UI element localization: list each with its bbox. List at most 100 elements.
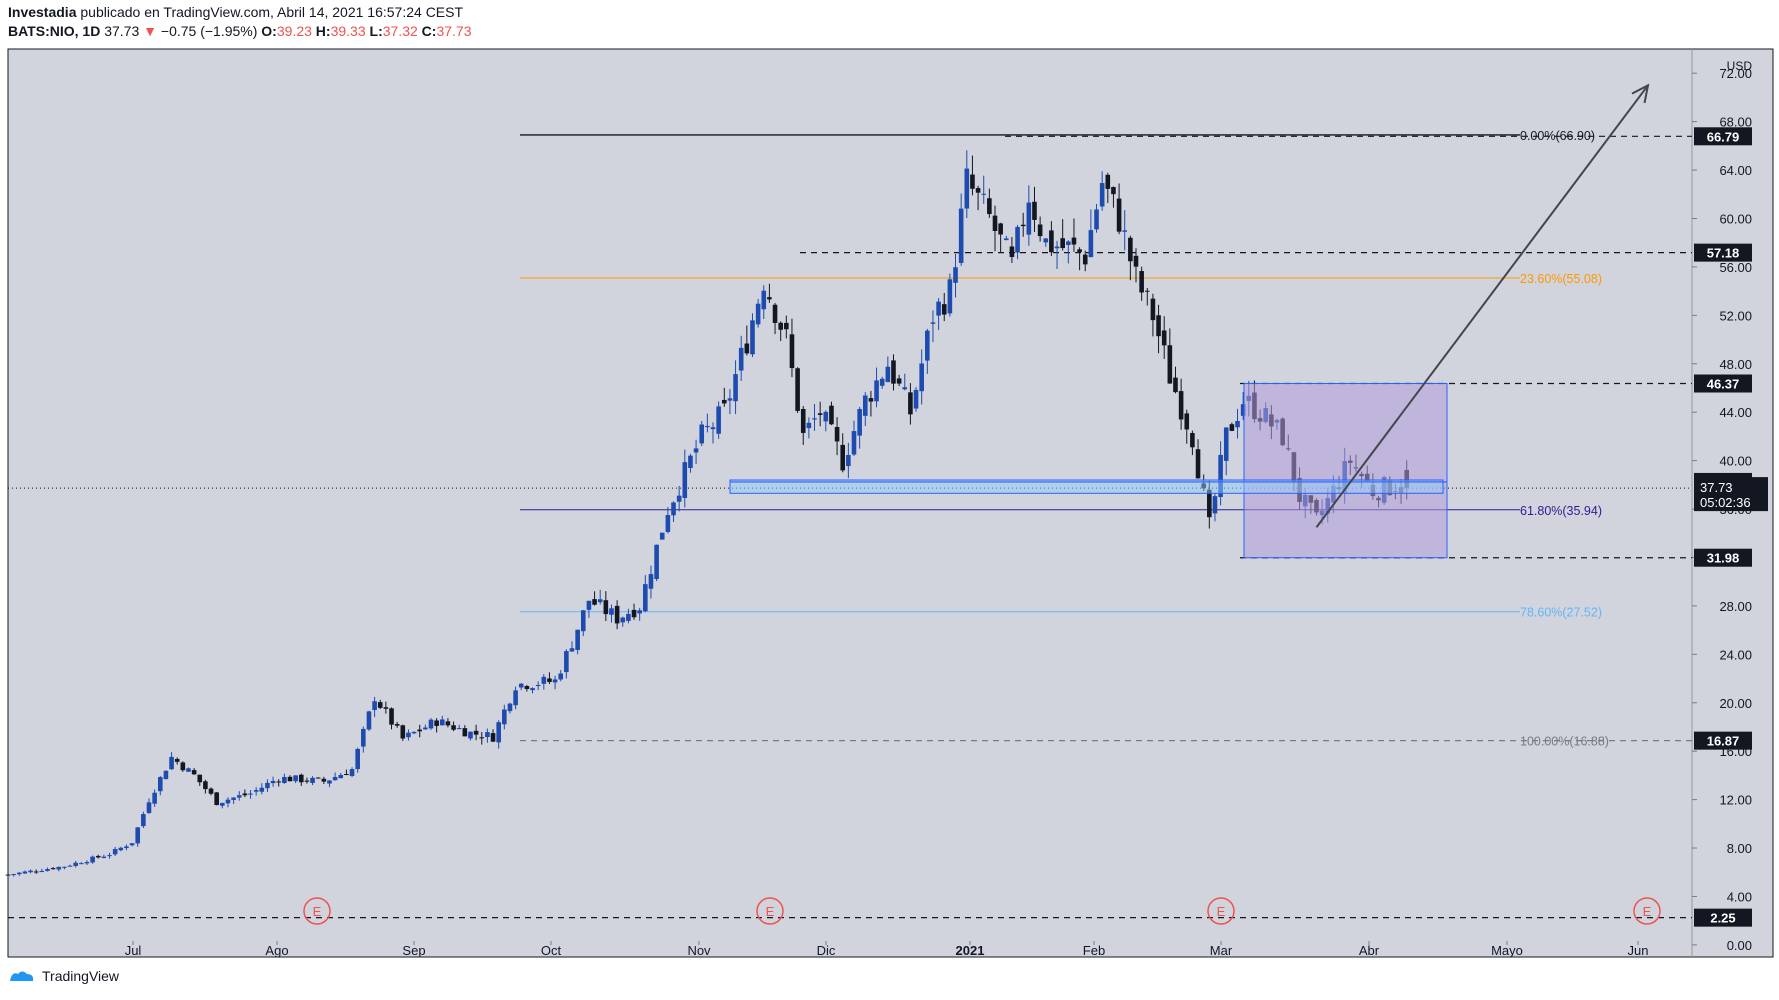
candle-body[interactable]	[428, 719, 434, 729]
candle-body[interactable]	[344, 774, 349, 776]
candle-body[interactable]	[738, 347, 744, 371]
candle-body[interactable]	[817, 413, 823, 415]
candle-body[interactable]	[141, 814, 146, 827]
candle-body[interactable]	[507, 703, 513, 712]
candle-body[interactable]	[451, 725, 456, 730]
candle-body[interactable]	[11, 874, 16, 876]
candle-body[interactable]	[411, 731, 417, 734]
candle-body[interactable]	[902, 387, 908, 390]
earnings-marker-icon[interactable]	[756, 897, 784, 925]
candle-body[interactable]	[885, 366, 891, 383]
candle-body[interactable]	[643, 584, 648, 612]
candle-body[interactable]	[778, 322, 783, 330]
candle-body[interactable]	[406, 732, 411, 738]
candle-body[interactable]	[665, 515, 671, 532]
candle-body[interactable]	[479, 737, 485, 739]
candle-body[interactable]	[953, 267, 958, 283]
candle-body[interactable]	[1077, 249, 1082, 253]
candle-body[interactable]	[857, 409, 862, 436]
candle-body[interactable]	[1088, 230, 1094, 258]
candle-body[interactable]	[767, 297, 772, 300]
candle-body[interactable]	[710, 427, 716, 430]
candle-body[interactable]	[62, 866, 67, 868]
candle-body[interactable]	[789, 334, 795, 369]
candle-body[interactable]	[355, 748, 360, 770]
earnings-marker-icon[interactable]	[1633, 897, 1661, 925]
candle-body[interactable]	[829, 405, 834, 425]
earnings-marker-icon[interactable]	[1207, 897, 1235, 925]
candle-body[interactable]	[293, 775, 298, 782]
earnings-marker-icon[interactable]	[303, 897, 331, 925]
candle-body[interactable]	[755, 303, 761, 325]
candle-body[interactable]	[1043, 238, 1049, 243]
candle-body[interactable]	[851, 431, 857, 455]
candle-body[interactable]	[304, 780, 310, 782]
candle-body[interactable]	[1049, 230, 1054, 253]
candle-body[interactable]	[580, 610, 586, 632]
candle-body[interactable]	[338, 775, 344, 779]
candle-body[interactable]	[1071, 237, 1077, 245]
candle-body[interactable]	[366, 711, 372, 730]
candle-body[interactable]	[310, 777, 315, 784]
candle-body[interactable]	[620, 617, 626, 623]
candle-body[interactable]	[874, 380, 879, 402]
consolidation-box[interactable]	[1243, 383, 1448, 559]
candle-body[interactable]	[975, 188, 981, 193]
candle-body[interactable]	[197, 774, 203, 783]
candle-body[interactable]	[73, 862, 78, 866]
candle-body[interactable]	[287, 776, 293, 782]
candle-body[interactable]	[913, 389, 919, 409]
candle-body[interactable]	[236, 795, 242, 798]
candle-body[interactable]	[1161, 330, 1167, 346]
candle-body[interactable]	[1133, 255, 1139, 267]
candle-body[interactable]	[592, 599, 597, 605]
candle-body[interactable]	[214, 792, 219, 806]
candle-body[interactable]	[530, 688, 535, 691]
candle-body[interactable]	[908, 392, 913, 415]
candle-body[interactable]	[400, 725, 406, 739]
candle-body[interactable]	[473, 730, 479, 735]
candle-body[interactable]	[614, 605, 620, 624]
candle-body[interactable]	[1054, 246, 1060, 249]
candle-body[interactable]	[806, 422, 812, 429]
candle-body[interactable]	[569, 648, 575, 652]
candle-body[interactable]	[208, 788, 214, 794]
candle-body[interactable]	[220, 802, 225, 806]
candle-body[interactable]	[101, 856, 107, 858]
support-zone-box[interactable]	[729, 479, 1444, 494]
candle-body[interactable]	[33, 871, 39, 873]
candle-body[interactable]	[1094, 209, 1099, 230]
tradingview-footer[interactable]: TradingView	[8, 968, 119, 984]
candle-body[interactable]	[152, 792, 157, 804]
candle-body[interactable]	[327, 780, 332, 784]
candle-body[interactable]	[1240, 404, 1246, 416]
candle-body[interactable]	[1218, 454, 1223, 497]
candle-body[interactable]	[1229, 424, 1235, 431]
candle-body[interactable]	[1009, 246, 1015, 258]
candle-body[interactable]	[90, 856, 95, 863]
candle-body[interactable]	[699, 424, 705, 444]
candle-body[interactable]	[5, 874, 11, 876]
candle-body[interactable]	[784, 322, 789, 330]
candle-body[interactable]	[958, 208, 964, 263]
candle-body[interactable]	[423, 727, 428, 730]
candle-body[interactable]	[862, 395, 868, 416]
candle-body[interactable]	[439, 719, 445, 726]
candle-body[interactable]	[682, 462, 688, 498]
candle-body[interactable]	[1128, 237, 1133, 262]
candle-body[interactable]	[67, 865, 73, 867]
candle-body[interactable]	[795, 368, 800, 411]
candle-body[interactable]	[445, 721, 451, 726]
candle-body[interactable]	[118, 847, 124, 851]
candle-body[interactable]	[518, 683, 524, 688]
candle-body[interactable]	[659, 532, 665, 540]
candle-body[interactable]	[45, 869, 50, 871]
candle-body[interactable]	[50, 868, 56, 870]
candle-body[interactable]	[377, 702, 383, 708]
candle-body[interactable]	[970, 174, 975, 189]
candle-body[interactable]	[56, 866, 62, 870]
candle-body[interactable]	[727, 398, 733, 401]
candle-body[interactable]	[552, 679, 558, 683]
candle-body[interactable]	[1037, 224, 1043, 237]
